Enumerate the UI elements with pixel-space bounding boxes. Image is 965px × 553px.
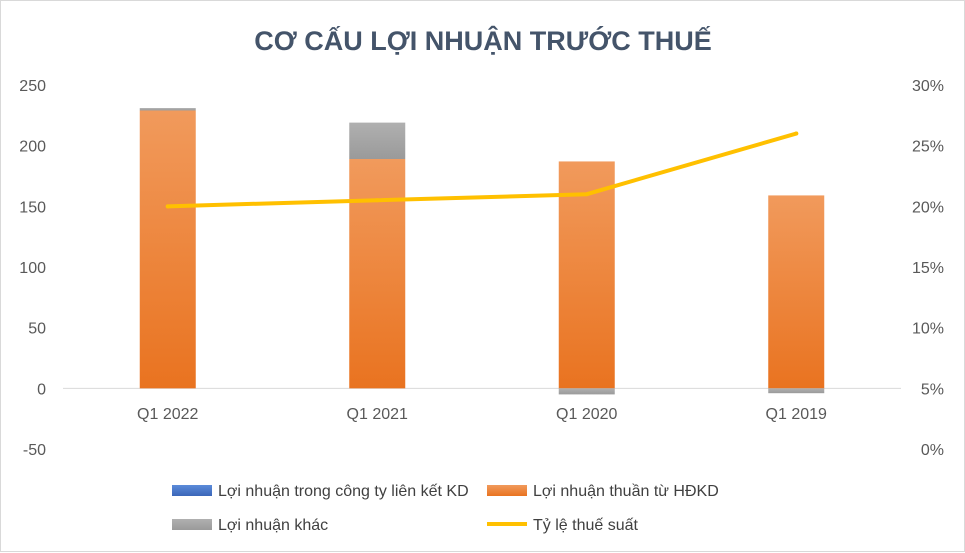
right-axis-ticks: 30% 25% 20% 15% 10% 5% 0%	[912, 78, 944, 459]
left-tick-label: 100	[19, 260, 46, 277]
legend-swatch-operating-profit	[487, 485, 527, 496]
legend-swatch-other-profit	[172, 519, 212, 530]
tax-rate-point	[375, 198, 380, 203]
left-tick-label: 50	[28, 321, 46, 338]
legend-item-other-profit: Lợi nhuận khác	[172, 517, 328, 534]
category-labels: Q1 2022 Q1 2021 Q1 2020 Q1 2019	[137, 406, 827, 423]
left-tick-label: 200	[19, 139, 46, 156]
category-label: Q1 2022	[137, 406, 198, 423]
right-tick-label: 15%	[912, 260, 944, 277]
right-tick-label: 0%	[921, 442, 944, 459]
legend: Lợi nhuận trong công ty liên kết KD Lợi …	[172, 483, 719, 534]
legend-swatch-associates	[172, 485, 212, 496]
right-tick-label: 10%	[912, 321, 944, 338]
legend-label-other-profit: Lợi nhuận khác	[218, 517, 328, 534]
legend-item-tax-rate: Tỷ lệ thuế suất	[487, 517, 639, 534]
bar-lợi-nhuận-thuần-từ-hđkd	[349, 159, 406, 389]
bar-lợi-nhuận-thuần-từ-hđkd	[558, 161, 615, 389]
bar-lợi-nhuận-khác	[558, 388, 615, 395]
bar-series	[139, 108, 825, 395]
legend-label-associates: Lợi nhuận trong công ty liên kết KD	[218, 483, 469, 500]
right-tick-label: 20%	[912, 199, 944, 216]
bar-lợi-nhuận-thuần-từ-hđkd	[139, 110, 196, 389]
left-tick-label: 250	[19, 78, 46, 95]
bar-lợi-nhuận-khác	[139, 108, 196, 111]
tax-rate-line	[165, 131, 799, 209]
category-label: Q1 2019	[766, 406, 827, 423]
left-tick-label: 0	[37, 381, 46, 398]
right-tick-label: 5%	[921, 381, 944, 398]
tax-rate-point	[165, 204, 170, 209]
legend-label-tax-rate: Tỷ lệ thuế suất	[533, 517, 639, 534]
right-tick-label: 30%	[912, 78, 944, 95]
bar-lợi-nhuận-khác	[349, 122, 406, 160]
right-tick-label: 25%	[912, 139, 944, 156]
left-tick-label: -50	[23, 442, 46, 459]
bar-lợi-nhuận-thuần-từ-hđkd	[768, 195, 825, 389]
left-axis-ticks: 250 200 150 100 50 0 -50	[19, 78, 46, 459]
tax-rate-point	[584, 192, 589, 197]
legend-item-operating-profit: Lợi nhuận thuần từ HĐKD	[487, 483, 719, 500]
left-tick-label: 150	[19, 199, 46, 216]
tax-rate-point	[794, 131, 799, 136]
line-series	[165, 131, 799, 209]
category-label: Q1 2020	[556, 406, 617, 423]
legend-label-operating-profit: Lợi nhuận thuần từ HĐKD	[533, 483, 719, 500]
category-label: Q1 2021	[347, 406, 408, 423]
bar-lợi-nhuận-khác	[768, 388, 825, 394]
chart-title: CƠ CẤU LỢI NHUẬN TRƯỚC THUẾ	[254, 25, 711, 56]
legend-item-associates: Lợi nhuận trong công ty liên kết KD	[172, 483, 469, 500]
